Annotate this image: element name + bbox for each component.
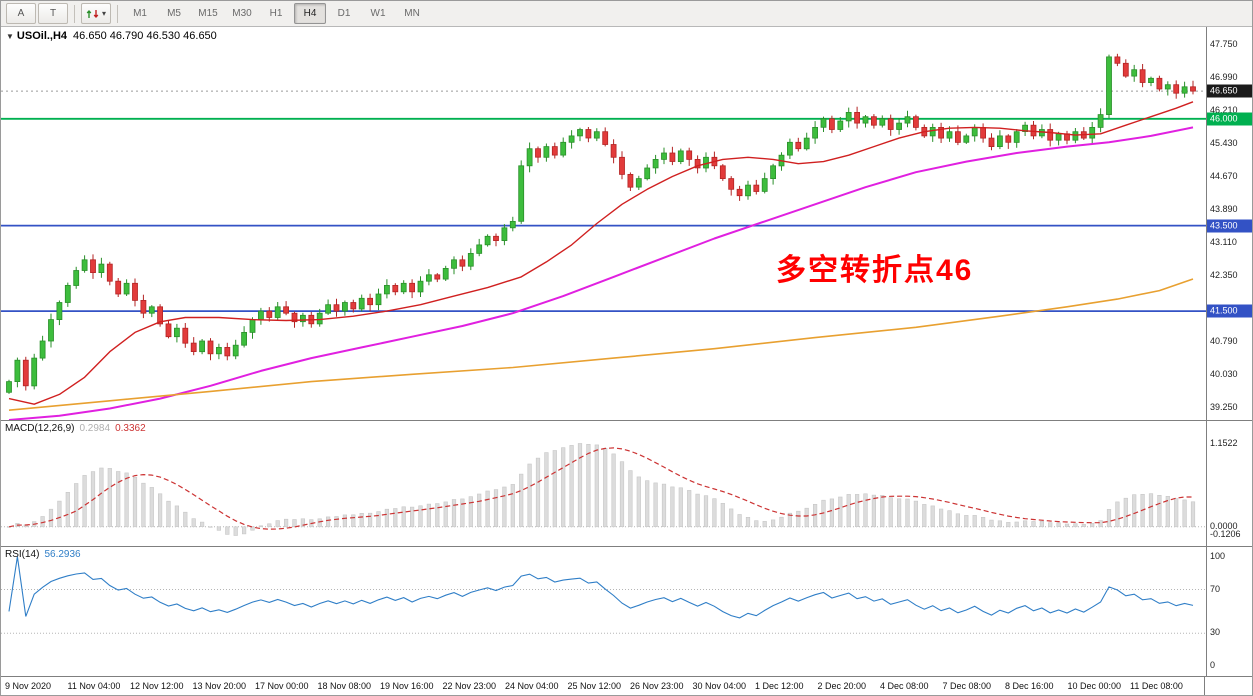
timeframe-button-h4[interactable]: H4: [294, 3, 327, 24]
toolbar-separator: [74, 4, 75, 23]
hline-badge-41500: 41.500: [1207, 304, 1252, 318]
price-tick-label: 47.750: [1210, 39, 1238, 50]
buy-sell-arrows-icon: [86, 9, 99, 18]
chart-title: ▼ USOil.,H4 46.650 46.790 46.530 46.650: [6, 30, 217, 42]
time-axis-label: 17 Nov 00:00: [255, 681, 309, 691]
ohlc-values: 46.650 46.790 46.530 46.650: [73, 30, 217, 42]
rsi-name: RSI(14): [5, 549, 40, 560]
time-axis-label: 1 Dec 12:00: [755, 681, 804, 691]
timeframe-button-m5[interactable]: M5: [167, 8, 181, 19]
time-axis-label: 8 Dec 16:00: [1005, 681, 1054, 691]
hline-badge-43500: 43.500: [1207, 219, 1252, 233]
time-axis[interactable]: 9 Nov 2020 11 Nov 04:00 12 Nov 12:00 13 Nov…: [1, 676, 1252, 695]
macd-label: MACD(12,26,9) 0.2984 0.3362: [5, 423, 151, 434]
timeframe-button-mn[interactable]: MN: [404, 8, 420, 19]
collapse-arrow-icon[interactable]: ▼: [6, 32, 14, 41]
ma-slow-orange-line: [8, 278, 1194, 411]
time-axis-label: 13 Nov 20:00: [192, 681, 247, 691]
hline-badge-46000: 46.000: [1207, 112, 1252, 126]
chart-annotation-text: 多空转折点46: [776, 254, 974, 287]
rsi-label: RSI(14) 56.2936: [5, 549, 86, 560]
timeframe-button-d1[interactable]: D1: [337, 8, 351, 19]
rsi-current-value: 56.2936: [44, 549, 81, 560]
time-axis-label: 11 Nov 04:00: [67, 681, 121, 691]
price-tick-label: 39.250: [1210, 402, 1238, 413]
timeframe-button-h1[interactable]: H1: [269, 8, 283, 19]
timeframe-button-m15[interactable]: M15: [198, 8, 218, 19]
rsi-indicator-panel: RSI(14) 56.2936 100 70 30 0: [1, 546, 1252, 676]
main-price-panel: ▼ USOil.,H4 46.650 46.790 46.530 46.650 多空…: [1, 27, 1252, 420]
macd-indicator-panel: MACD(12,26,9) 0.2984 0.3362 1.1522 0.0000 -0…: [1, 420, 1252, 546]
candles-group: [6, 53, 1196, 394]
time-axis-label: 25 Nov 12:00: [567, 681, 622, 691]
macd-tick-label: 1.1522: [1210, 437, 1238, 448]
symbol-timeframe-label: USOil.,H4: [16, 30, 68, 42]
price-tick-label: 42.350: [1210, 269, 1238, 280]
current-price-badge: 46.650: [1207, 84, 1252, 98]
macd-plot[interactable]: MACD(12,26,9) 0.2984 0.3362: [1, 421, 1206, 546]
dropdown-caret-icon: ▾: [102, 9, 107, 18]
price-tick-label: 43.890: [1210, 203, 1238, 214]
macd-axis[interactable]: 1.1522 0.0000 -0.1206: [1206, 421, 1252, 546]
macd-name: MACD(12,26,9): [5, 423, 75, 434]
toolbar-button-text[interactable]: T: [38, 3, 68, 24]
price-tick-label: 40.790: [1210, 336, 1238, 347]
time-axis-label: 22 Nov 23:00: [442, 681, 497, 691]
toolbar-button-cursor[interactable]: A: [6, 3, 36, 24]
time-axis-label: 7 Dec 08:00: [942, 681, 992, 691]
macd-signal-value: 0.3362: [115, 423, 146, 434]
rsi-tick-label: 0: [1210, 660, 1216, 671]
rsi-plot[interactable]: RSI(14) 56.2936: [1, 547, 1206, 676]
macd-tick-label: 0.0000: [1210, 520, 1238, 531]
time-axis-label: 24 Nov 04:00: [505, 681, 559, 691]
price-tick-label: 46.210: [1210, 104, 1238, 115]
time-axis-label: 9 Nov 2020: [5, 681, 52, 691]
price-tick-label: 45.430: [1210, 138, 1238, 149]
time-axis-label: 10 Dec 00:00: [1067, 681, 1122, 691]
macd-tick-label: -0.1206: [1210, 529, 1241, 540]
timeframe-buttons-group: M1 M5 M15 M30 H1 H4 D1 W1 MN: [123, 3, 429, 24]
time-axis-label: 12 Nov 12:00: [130, 681, 184, 691]
time-axis-label: 19 Nov 16:00: [380, 681, 434, 691]
ma-mid-magenta-line: [8, 126, 1194, 420]
timeframe-button-m30[interactable]: M30: [232, 8, 252, 19]
candlestick-chart-svg: [1, 53, 1206, 420]
macd-main-value: 0.2984: [79, 423, 111, 434]
ma-fast-red-line: [8, 101, 1194, 405]
price-chart-plot[interactable]: ▼ USOil.,H4 46.650 46.790 46.530 46.650 多空…: [1, 27, 1206, 420]
rsi-line: [8, 556, 1194, 619]
time-axis-label: 4 Dec 08:00: [880, 681, 929, 691]
rsi-axis[interactable]: 100 70 30 0: [1206, 547, 1252, 676]
chart-tool-dropdown-button[interactable]: ▾: [81, 3, 112, 24]
time-axis-label: 26 Nov 23:00: [630, 681, 684, 691]
toolbar-separator: [117, 4, 119, 23]
rsi-tick-label: 70: [1210, 583, 1221, 594]
timeframe-button-m1[interactable]: M1: [133, 8, 147, 19]
price-tick-label: 44.670: [1210, 170, 1238, 181]
rsi-chart-svg: [1, 556, 1206, 634]
rsi-tick-label: 30: [1210, 627, 1221, 638]
price-axis[interactable]: 47.750 46.990 46.210 45.430 44.670 43.890 43.1…: [1206, 27, 1252, 420]
rsi-tick-label: 100: [1210, 550, 1226, 561]
timeframe-button-w1[interactable]: W1: [370, 8, 386, 19]
price-tick-label: 40.030: [1210, 368, 1238, 379]
macd-signal-line: [8, 447, 1193, 530]
macd-chart-svg: [1, 443, 1206, 536]
price-tick-label: 43.110: [1210, 237, 1237, 248]
price-tick-label: 46.990: [1210, 71, 1238, 82]
time-axis-labels: 9 Nov 2020 11 Nov 04:00 12 Nov 12:00 13 Nov…: [1, 677, 1204, 695]
time-axis-label: 11 Dec 08:00: [1130, 681, 1183, 691]
time-axis-label: 18 Nov 08:00: [317, 681, 372, 691]
time-axis-label: 2 Dec 20:00: [817, 681, 867, 691]
time-axis-label: 30 Nov 04:00: [692, 681, 747, 691]
time-axis-corner: [1204, 677, 1252, 695]
